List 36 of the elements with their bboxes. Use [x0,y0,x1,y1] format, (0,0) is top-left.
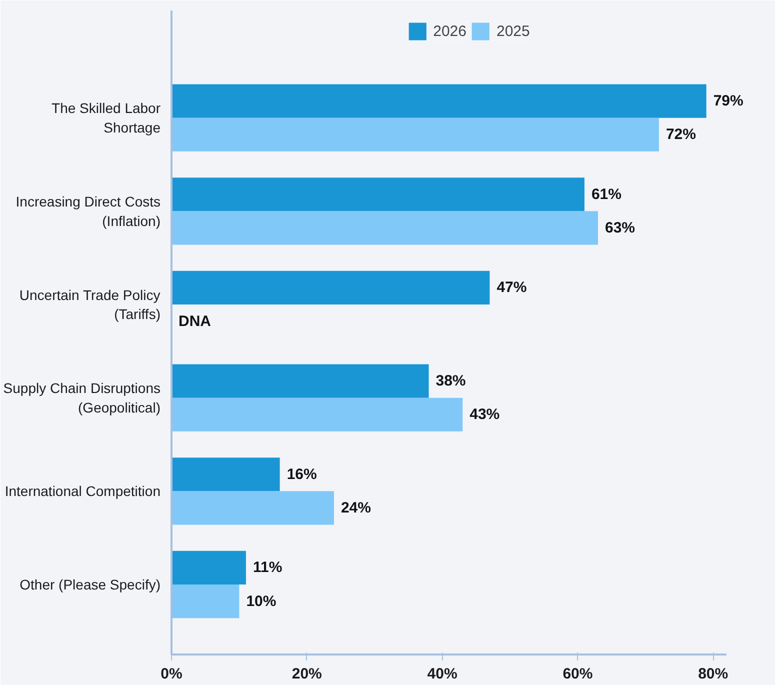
bar [172,118,659,152]
data-label: 47% [496,279,527,296]
legend-label: 2026 [433,22,466,40]
data-label: 11% [252,559,282,576]
bar [172,398,463,432]
y-tick-label: Supply Chain Disruptions (Geopolitical) [3,380,161,416]
bar [172,211,598,245]
x-tick-label: 20% [292,666,322,682]
y-tick-label: Uncertain Trade Policy (Tariffs) [19,286,161,322]
data-label: 61% [591,186,622,203]
bar [172,270,490,304]
bar [172,178,584,212]
y-tick-label: Other (Please Specify) [20,576,161,592]
data-label: 43% [470,406,500,424]
data-label: 10% [246,592,276,610]
data-label: 16% [286,466,317,483]
bar [172,84,706,118]
legend-label: 2025 [496,22,530,40]
bar [172,364,429,398]
data-label: 63% [605,219,636,236]
data-label: 24% [340,499,372,516]
x-tick-label: 60% [562,666,593,682]
bar [172,550,246,584]
data-label: 72% [666,126,696,144]
y-tick-label: Increasing Direct Costs (Inflation) [16,194,160,229]
data-label: 38% [436,372,466,390]
bar [172,491,334,525]
y-tick-label: International Competition [4,483,161,500]
x-tick-label: 40% [427,666,458,682]
x-tick-label: 80% [698,666,728,682]
bar [172,458,280,492]
x-tick-label: 0% [160,666,182,682]
data-label: 79% [713,92,744,110]
text: DNA [178,312,211,330]
y-tick-label: The Skilled Labor Shortage [52,100,161,136]
bar [172,584,240,618]
